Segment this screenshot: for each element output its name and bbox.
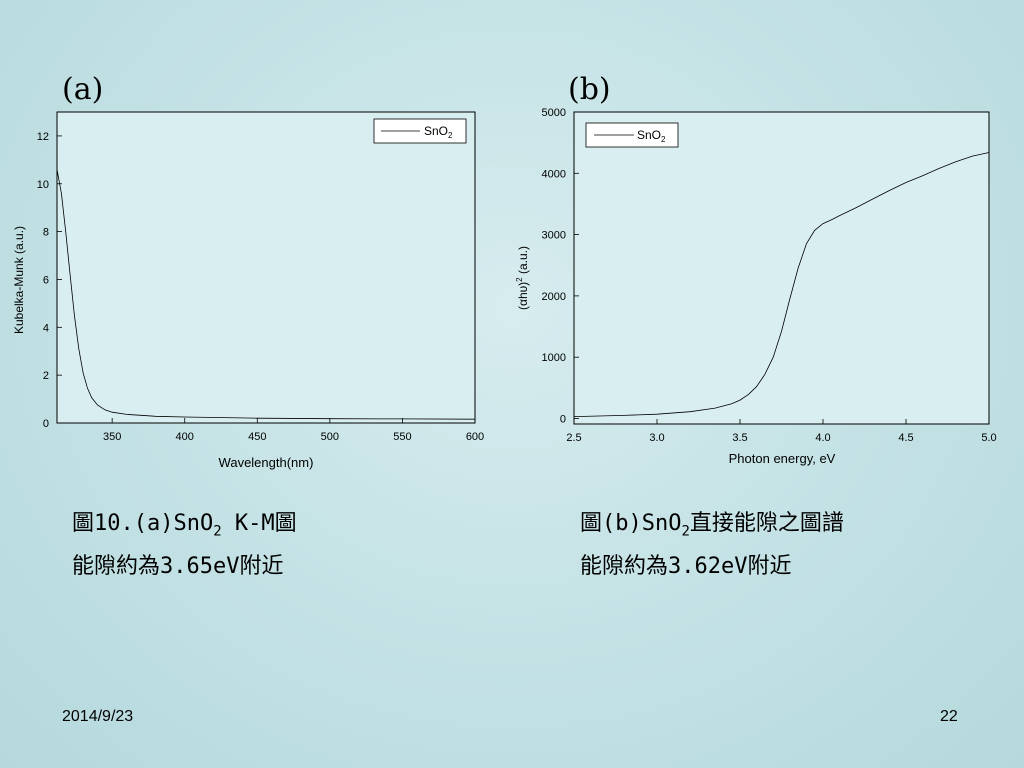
y-axis-label-unit: (a.u.) (516, 246, 530, 277)
caption-b-line1: 圖(b)SnO2直接能隙之圖譜 (580, 506, 844, 549)
y-tick-label: 5000 (542, 107, 566, 119)
slide-date: 2014/9/23 (62, 708, 134, 725)
legend-label-sub: 2 (448, 131, 453, 140)
x-tick-label: 550 (393, 431, 411, 443)
y-tick-label: 2 (43, 370, 49, 382)
x-tick-label: 600 (466, 431, 484, 443)
y-tick-label: 6 (43, 274, 49, 286)
x-axis-label: Photon energy, eV (729, 451, 836, 466)
caption-b-line1-text: 圖(b)SnO (580, 511, 682, 536)
caption-a-line1-suffix: K-M圖 (221, 511, 297, 536)
y-tick-label: 10 (37, 179, 49, 191)
svg-text:SnO2: SnO2 (424, 124, 453, 140)
legend: SnO2 (373, 118, 467, 144)
x-axis-label: Wavelength(nm) (219, 455, 314, 470)
slide-page-number: 22 (940, 708, 958, 725)
caption-a: 圖10.(a)SnO2 K-M圖 能隙約為3.65eV附近 (72, 506, 297, 585)
legend-label-sub: 2 (661, 135, 666, 144)
legend: SnO2 (585, 122, 679, 148)
caption-b-line1-suffix: 直接能隙之圖譜 (689, 511, 844, 536)
y-tick-label: 0 (560, 413, 566, 425)
x-tick-label: 2.5 (566, 432, 581, 444)
y-tick-label: 4 (43, 322, 49, 334)
caption-a-line2: 能隙約為3.65eV附近 (72, 554, 284, 580)
x-tick-label: 4.5 (898, 432, 913, 444)
caption-a-line1-text: 圖10.(a)SnO (72, 511, 214, 536)
plot-frame (56, 111, 476, 424)
y-axis-label-main: (αhυ) (516, 282, 530, 310)
x-tick-label: 500 (321, 431, 339, 443)
y-tick-label: 1000 (542, 352, 566, 364)
y-tick-label: 2000 (542, 291, 566, 303)
x-tick-label: 5.0 (981, 432, 996, 444)
y-tick-label: 8 (43, 227, 49, 239)
x-tick-label: 3.0 (649, 432, 664, 444)
caption-a-line1: 圖10.(a)SnO2 K-M圖 (72, 506, 297, 549)
caption-b: 圖(b)SnO2直接能隙之圖譜 能隙約為3.62eV附近 (580, 506, 844, 585)
y-tick-label: 4000 (542, 168, 566, 180)
caption-b-line1-sub: 2 (681, 523, 690, 540)
series-line-sno2 (56, 169, 476, 420)
x-tick-label: 350 (103, 431, 121, 443)
y-axis-label-sup: 2 (515, 277, 524, 282)
x-tick-label: 450 (248, 431, 266, 443)
panel-a-label: (a) (62, 72, 104, 107)
x-tick-label: 3.5 (732, 432, 747, 444)
plot-frame (573, 111, 990, 425)
panel-b-label: (b) (568, 72, 611, 107)
caption-a-line1-sub: 2 (213, 523, 222, 540)
y-axis-label: Kubelka-Munk (a.u.) (12, 226, 26, 334)
y-tick-label: 3000 (542, 230, 566, 242)
legend-label: SnO (424, 124, 448, 138)
y-axis-label: (αhυ)2 (a.u.) (515, 246, 530, 310)
legend-label: SnO (637, 128, 661, 142)
x-tick-label: 400 (176, 431, 194, 443)
svg-text:SnO2: SnO2 (637, 128, 666, 144)
x-tick-label: 4.0 (815, 432, 830, 444)
series-line-sno2 (573, 152, 990, 417)
y-tick-label: 0 (43, 418, 49, 430)
y-tick-label: 12 (37, 131, 49, 143)
caption-b-line2: 能隙約為3.62eV附近 (580, 554, 792, 580)
